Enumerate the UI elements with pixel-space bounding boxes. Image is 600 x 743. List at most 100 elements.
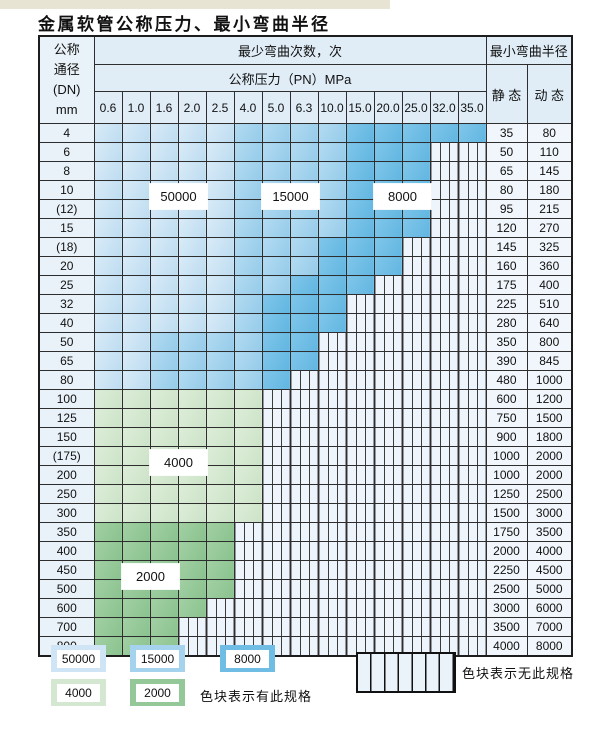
grid-cell-0.6-spec: [93, 465, 123, 485]
grid-cell-6.3-spec: [289, 313, 319, 333]
grid-cell-10.0-nospec: [317, 465, 347, 485]
grid-cell-1.6-spec: [149, 484, 179, 504]
grid-cell-20.0-nospec: [373, 617, 403, 637]
grid-cell-2.0-spec: [177, 313, 207, 333]
legend-hatch-swatch: [356, 652, 456, 693]
grid-cell-25.0-nospec: [401, 389, 431, 409]
grid-cell-2.5-spec: [205, 427, 235, 447]
legend-swatch-4000-label: 4000: [57, 683, 100, 702]
grid-cell-6.3-spec: [289, 294, 319, 314]
static-radius-cell: 1500: [485, 503, 528, 523]
grid-cell-1.0-spec: [121, 199, 151, 219]
grid-cell-10.0-spec: [317, 161, 347, 181]
grid-cell-2.0-spec: [177, 275, 207, 295]
table-row-dn-800: 80040008000: [38, 636, 573, 656]
grid-cell-6.3-nospec: [289, 541, 319, 561]
grid-cell-32.0-nospec: [429, 598, 459, 618]
grid-cell-4.0-spec: [233, 370, 263, 390]
grid-cell-2.0-spec: [177, 161, 207, 181]
grid-cell-35.0-nospec: [457, 636, 487, 656]
grid-cell-15.0-spec: [345, 256, 375, 276]
grid-cell-20.0-nospec: [373, 522, 403, 542]
legend-swatch-15000-label: 15000: [136, 649, 179, 668]
legend-no-spec-text: 色块表示无此规格: [462, 666, 575, 681]
grid-cell-2.0-spec: [177, 294, 207, 314]
grid-cell-4.0-spec: [233, 199, 263, 219]
table-row-dn-50: 50 350 800: [38, 332, 573, 352]
grid-cell-5.0-nospec: [261, 503, 291, 523]
pressure-col-2.0: 2.0: [177, 91, 207, 124]
grid-cell-15.0-nospec: [345, 484, 375, 504]
grid-cell-0.6-spec: [93, 332, 123, 352]
grid-cell-1.6-spec: [149, 370, 179, 390]
grid-cell-1.6-spec: [149, 161, 179, 181]
grid-cell-0.6-spec: [93, 370, 123, 390]
grid-cell-5.0-spec: [261, 332, 291, 352]
grid-cell-32.0-nospec: [429, 370, 459, 390]
grid-cell-10.0-nospec: [317, 579, 347, 599]
dynamic-radius-cell: 800: [526, 332, 573, 352]
pressure-col-10.0: 10.0: [317, 91, 347, 124]
dynamic-radius-cell: 2000: [526, 446, 573, 466]
grid-cell-5.0-nospec: [261, 579, 291, 599]
grid-cell-2.0-spec: [177, 579, 207, 599]
grid-cell-1.6-spec: [149, 503, 179, 523]
dn-cell: 400: [38, 541, 95, 561]
grid-cell-2.0-spec: [177, 408, 207, 428]
grid-cell-25.0-nospec: [401, 522, 431, 542]
dn-cell: 250: [38, 484, 95, 504]
grid-cell-20.0-spec: [373, 237, 403, 257]
legend-swatch-2000-label: 2000: [136, 683, 179, 702]
dn-cell: 25: [38, 275, 95, 295]
grid-cell-32.0-nospec: [429, 484, 459, 504]
grid-cell-2.5-spec: [205, 218, 235, 238]
static-radius-cell: 50: [485, 142, 528, 162]
static-radius-cell: 1000: [485, 465, 528, 485]
grid-cell-5.0-spec: [261, 294, 291, 314]
grid-cell-35.0-nospec: [457, 579, 487, 599]
grid-cell-25.0-nospec: [401, 503, 431, 523]
grid-cell-2.5-spec: [205, 332, 235, 352]
grid-cell-2.5-spec: [205, 256, 235, 276]
static-radius-cell: 390: [485, 351, 528, 371]
dn-cell: 4: [38, 123, 95, 143]
table-row-dn-125: 125 750 1500: [38, 408, 573, 428]
table-row-dn-600: 600 3000 6000: [38, 598, 573, 618]
grid-cell-5.0-spec: [261, 313, 291, 333]
grid-cell-2.5-spec: [205, 389, 235, 409]
grid-cell-15.0-nospec: [345, 636, 375, 656]
grid-cell-25.0-nospec: [401, 427, 431, 447]
grid-cell-20.0-nospec: [373, 503, 403, 523]
grid-cell-2.5-spec: [205, 446, 235, 466]
grid-cell-25.0-nospec: [401, 598, 431, 618]
static-radius-cell: 280: [485, 313, 528, 333]
grid-cell-2.0-nospec: [177, 617, 207, 637]
grid-cell-6.3-spec: [289, 275, 319, 295]
static-header: 静 态: [485, 64, 528, 124]
dynamic-radius-cell: 1500: [526, 408, 573, 428]
dynamic-radius-cell: 400: [526, 275, 573, 295]
grid-value-label-2000: 2000: [122, 564, 179, 589]
grid-cell-10.0-spec: [317, 294, 347, 314]
grid-cell-15.0-nospec: [345, 465, 375, 485]
dn-cell: 200: [38, 465, 95, 485]
grid-cell-1.0-spec: [121, 408, 151, 428]
grid-cell-0.6-spec: [93, 617, 123, 637]
legend-swatch-50000: 50000: [51, 645, 106, 672]
grid-cell-5.0-nospec: [261, 560, 291, 580]
grid-cell-4.0-spec: [233, 180, 263, 200]
dynamic-radius-cell: 325: [526, 237, 573, 257]
pressure-col-6.3: 6.3: [289, 91, 319, 124]
grid-cell-2.5-spec: [205, 313, 235, 333]
bend-radius-header: 最小弯曲半径: [485, 35, 573, 65]
grid-cell-1.0-spec: [121, 123, 151, 143]
grid-cell-6.3-nospec: [289, 503, 319, 523]
grid-cell-6.3-spec: [289, 161, 319, 181]
grid-cell-0.6-spec: [93, 541, 123, 561]
grid-cell-32.0-nospec: [429, 579, 459, 599]
table-row-dn-32: 32 225 510: [38, 294, 573, 314]
dynamic-radius-cell: 1200: [526, 389, 573, 409]
grid-cell-32.0-nospec: [429, 313, 459, 333]
grid-cell-1.0-spec: [121, 446, 151, 466]
grid-cell-10.0-nospec: [317, 598, 347, 618]
